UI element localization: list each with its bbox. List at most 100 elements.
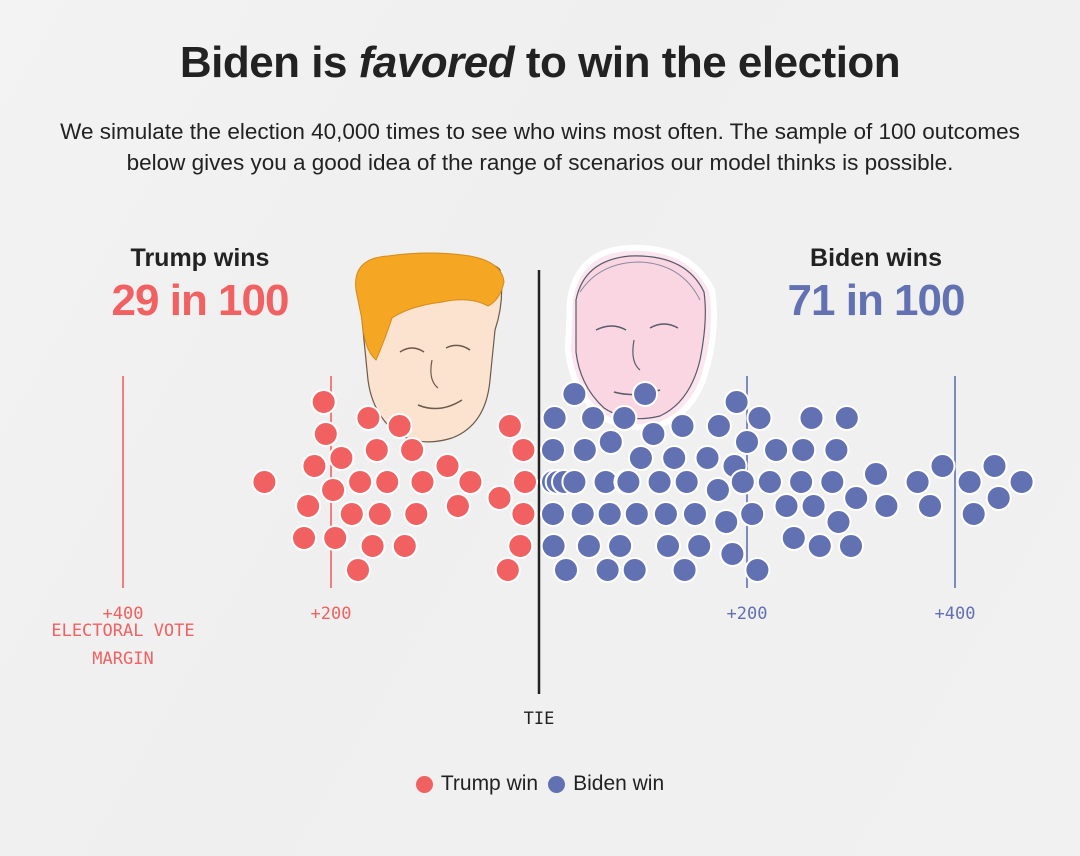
biden-outcome-dot [673,469,700,495]
biden-outcome-dot [788,469,815,495]
legend: Trump win Biden win [0,772,1080,796]
trump-outcome-dot [312,421,339,447]
biden-outcome-dot [540,533,567,559]
biden-outcome-dot [790,437,817,463]
tick-label-trump-200: +200 [311,604,352,624]
biden-wins-value: 71 in 100 [787,276,966,325]
biden-outcome-dot [729,469,756,495]
biden-outcome-dot [704,477,731,503]
biden-outcome-dot [632,381,659,407]
biden-outcome-dot [607,533,634,559]
biden-outcome-dot [540,437,566,463]
legend-label-trump: Trump win [440,772,539,795]
biden-outcome-dot [863,461,889,487]
biden-outcome-dot [713,509,740,535]
trump-outcome-dot [409,469,436,495]
biden-outcome-dot [655,533,681,559]
biden-outcome-dot [640,421,667,447]
trump-outcome-dot [291,525,317,551]
biden-outcome-dot [652,501,679,527]
biden-outcome-dot [705,413,732,439]
biden-outcome-dot [917,493,943,519]
biden-outcome-dot [561,381,588,407]
biden-outcome-dot [756,469,783,495]
trump-outcome-dot [457,469,484,495]
biden-outcome-dot [734,429,760,455]
trump-outcome-dot [320,477,347,503]
trump-outcome-dot [494,557,521,583]
biden-outcome-dot [780,525,807,551]
trump-outcome-dot [403,501,430,527]
biden-outcome-dot [773,493,800,519]
trump-outcome-dot [399,437,426,463]
trump-outcome-dot [510,501,537,527]
legend-item-biden: Biden win [548,772,664,796]
tick-labels: +400 +200 +200 +400 [103,604,976,624]
biden-outcome-dot [960,501,987,527]
axis-label-line2: MARGIN [92,649,153,669]
trump-outcome-dot [345,557,371,583]
biden-outcome-dot [723,389,750,415]
trump-wins-label: Trump wins [130,244,270,272]
trump-outcome-dot [366,501,393,527]
biden-outcome-dot [661,445,688,471]
biden-outcome-dot [929,453,956,479]
trump-outcome-dot [486,485,513,511]
biden-outcome-dot [575,533,602,559]
biden-outcome-dot [671,557,698,583]
biden-wins-label: Biden wins [810,244,942,272]
trump-outcome-dot [310,389,337,415]
biden-outcome-dot [800,493,827,519]
trump-outcome-dot [338,501,365,527]
trump-portrait [355,252,505,443]
biden-outcome-dot [956,469,983,495]
page-title: Biden is favored to win the election [179,38,901,87]
legend-dot-trump [415,775,433,793]
biden-outcome-dot [838,533,864,559]
biden-outcome-dot [833,405,860,431]
trump-outcome-dot [444,493,471,519]
trump-outcome-dot [374,469,401,495]
biden-outcome-dot [1008,469,1035,495]
biden-outcome-dot [686,533,713,559]
biden-outcome-dot [615,469,642,495]
biden-outcome-dot [904,469,931,495]
trump-outcome-dot [322,525,349,551]
tick-label-biden-200: +200 [727,604,768,624]
tie-label: TIE [524,709,555,729]
trump-outcome-dot [359,533,386,559]
tick-label-biden-400: +400 [935,604,976,624]
trump-outcome-dot [301,453,328,479]
legend-dot-biden [548,775,566,793]
biden-outcome-dot [611,405,638,431]
biden-outcome-dot [843,485,870,511]
tick-label-trump-400: +400 [103,604,144,624]
trump-outcome-dot [347,469,374,495]
biden-outcome-dot [819,469,846,495]
trump-outcome-dot [434,453,461,479]
trump-outcome-dot [391,533,418,559]
biden-outcome-dot [806,533,833,559]
biden-outcome-dot [623,501,650,527]
biden-outcome-dot [694,445,721,471]
biden-outcome-dot [823,437,850,463]
legend-label-biden: Biden win [573,772,665,795]
trump-outcome-dot [328,445,355,471]
biden-outcome-dot [596,501,623,527]
biden-outcome-dot [540,501,566,527]
trump-outcome-dot [295,493,322,519]
trump-outcome-dot [496,413,523,439]
biden-outcome-dot [682,501,708,527]
trump-outcome-dot [510,437,537,463]
trump-wins-value: 29 in 100 [111,276,290,325]
subtitle: We simulate the election 40,000 times to… [60,119,1020,175]
biden-outcome-dot [739,501,766,527]
biden-outcome-dot [873,493,900,519]
biden-outcome-dot [763,437,790,463]
biden-outcome-dot [553,557,579,583]
biden-outcome-dot [669,413,696,439]
biden-outcome-dot [798,405,825,431]
trump-outcome-dot [355,405,382,431]
trump-outcome-dot [386,413,413,439]
